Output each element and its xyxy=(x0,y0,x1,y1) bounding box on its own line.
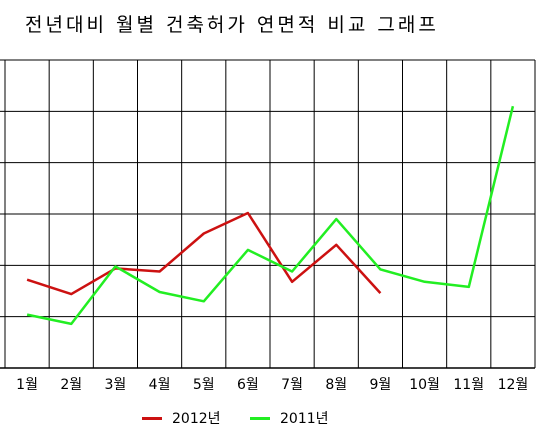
legend-label-2012: 2012년 xyxy=(172,411,221,427)
legend-label-2011: 2011년 xyxy=(280,411,329,427)
x-tick-label: 2월 xyxy=(60,377,82,393)
chart-title: 전년대비 월별 건축허가 연면적 비교 그래프 xyxy=(25,14,439,36)
grid xyxy=(4,60,536,368)
x-tick-label: 4월 xyxy=(149,377,171,393)
legend-swatch-2012 xyxy=(142,416,162,420)
legend-item-2012: 2012년 xyxy=(142,408,221,428)
x-tick-label: 9월 xyxy=(370,377,392,393)
axes xyxy=(0,59,535,369)
x-tick-label: 8월 xyxy=(325,377,347,393)
x-tick-label: 12월 xyxy=(498,377,529,393)
x-tick-label: 6월 xyxy=(237,377,259,393)
series-layer xyxy=(26,105,515,326)
x-tick-label: 11월 xyxy=(453,377,484,393)
series-line-2012년 xyxy=(26,211,382,296)
line-chart: 1월 2월 3월 4월 5월 6월 7월 8월 9월 10월 11월 12월 xyxy=(0,59,536,393)
x-tick-labels: 1월 2월 3월 4월 5월 6월 7월 8월 9월 10월 11월 12월 xyxy=(16,377,528,393)
x-tick-label: 3월 xyxy=(105,377,127,393)
x-tick-label: 1월 xyxy=(16,377,38,393)
legend-item-2011: 2011년 xyxy=(250,408,329,428)
legend-swatch-2011 xyxy=(250,416,270,420)
x-tick-label: 5월 xyxy=(193,377,215,393)
x-tick-label: 10월 xyxy=(409,377,440,393)
x-tick-label: 7월 xyxy=(281,377,303,393)
series-line-2011년 xyxy=(26,105,515,326)
